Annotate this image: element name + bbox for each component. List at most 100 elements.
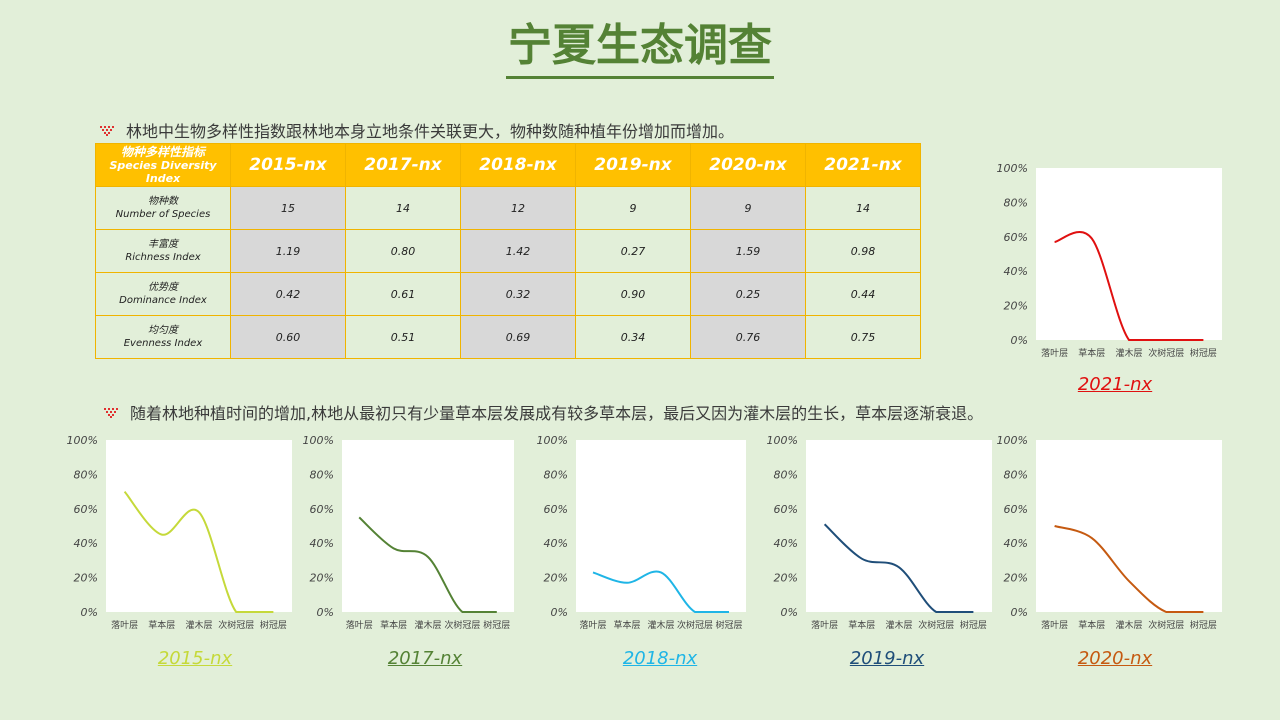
x-tick-label: 草本层 bbox=[1078, 347, 1105, 359]
table-cell: 15 bbox=[230, 186, 346, 230]
x-tick-label: 草本层 bbox=[1078, 619, 1105, 631]
row-header-en: Richness Index bbox=[125, 252, 201, 263]
table-cell: 0.34 bbox=[575, 315, 691, 359]
table-cell: 14 bbox=[805, 186, 921, 230]
x-tick-label: 灌木层 bbox=[647, 619, 674, 631]
x-tick-label: 灌木层 bbox=[185, 619, 212, 631]
layer-chart-2018-nx: 0% 20% 40% 60% 80% 100% 落叶层 草本层 灌木层 次树冠层 树冠层 bbox=[530, 432, 752, 642]
x-tick-label: 树冠层 bbox=[960, 619, 987, 631]
x-tick-label: 草本层 bbox=[380, 619, 407, 631]
column-header: 2015-nx bbox=[230, 143, 346, 187]
table-row: 均匀度 Evenness Index 0.60 0.51 0.69 0.34 0.76 0.7… bbox=[95, 315, 921, 359]
x-tick-label: 灌木层 bbox=[885, 619, 912, 631]
x-tick-label: 落叶层 bbox=[1041, 619, 1068, 631]
y-tick-label: 0% bbox=[81, 606, 98, 619]
x-tick-label: 草本层 bbox=[613, 619, 640, 631]
y-tick-label: 100% bbox=[537, 434, 568, 447]
y-tick-label: 0% bbox=[317, 606, 334, 619]
chart-svg: 0% 20% 40% 60% 80% 100% 落叶层 草本层 灌木层 次树冠层 树冠层 bbox=[303, 434, 514, 631]
layer-chart-2017-nx: 0% 20% 40% 60% 80% 100% 落叶层 草本层 灌木层 次树冠层 树冠层 bbox=[296, 432, 520, 642]
table-cell: 0.76 bbox=[690, 315, 806, 359]
x-tick-label: 次树冠层 bbox=[1148, 347, 1184, 359]
chart-svg: 0% 20% 40% 60% 80% 100% 落叶层 草本层 灌木层 次树冠层 树冠层 bbox=[767, 434, 992, 631]
row-header-zh: 物种数 bbox=[148, 196, 178, 207]
table-cell: 0.27 bbox=[575, 229, 691, 273]
y-tick-label: 80% bbox=[74, 468, 98, 481]
y-tick-label: 60% bbox=[774, 503, 798, 516]
y-tick-label: 0% bbox=[781, 606, 798, 619]
plot-area bbox=[806, 440, 992, 612]
layer-chart-2019-nx: 0% 20% 40% 60% 80% 100% 落叶层 草本层 灌木层 次树冠层 树冠层 bbox=[760, 432, 998, 642]
table-cell: 0.80 bbox=[345, 229, 461, 273]
table-row: 优势度 Dominance Index 0.42 0.61 0.32 0.90 0.25 0.… bbox=[95, 272, 921, 316]
diversity-table: 物种多样性指标 Species Diversity Index 2015-nx … bbox=[95, 143, 921, 359]
x-tick-label: 树冠层 bbox=[1190, 619, 1217, 631]
x-tick-label: 灌木层 bbox=[414, 619, 441, 631]
table-cell: 14 bbox=[345, 186, 461, 230]
plot-area bbox=[1036, 168, 1222, 340]
plot-area bbox=[576, 440, 746, 612]
y-tick-label: 40% bbox=[1004, 537, 1028, 550]
table-cell: 9 bbox=[690, 186, 806, 230]
y-tick-label: 0% bbox=[1011, 606, 1028, 619]
y-tick-label: 20% bbox=[1004, 572, 1028, 585]
chart-title: 2015-nx bbox=[157, 648, 233, 669]
table-cell: 0.25 bbox=[690, 272, 806, 316]
column-header: 2019-nx bbox=[575, 143, 691, 187]
column-header: 2018-nx bbox=[460, 143, 576, 187]
series-line bbox=[823, 523, 974, 613]
x-tick-label: 次树冠层 bbox=[1148, 619, 1184, 631]
table-row: 丰富度 Richness Index 1.19 0.80 1.42 0.27 1.59 0.9… bbox=[95, 229, 921, 273]
chart-title: 2017-nx bbox=[387, 648, 463, 669]
x-tick-label: 落叶层 bbox=[811, 619, 838, 631]
table-cell: 0.60 bbox=[230, 315, 346, 359]
series-line bbox=[358, 516, 497, 613]
x-tick-label: 落叶层 bbox=[1041, 347, 1068, 359]
series-line bbox=[1054, 231, 1204, 341]
x-tick-label: 次树冠层 bbox=[444, 619, 480, 631]
y-tick-label: 0% bbox=[551, 606, 568, 619]
y-tick-label: 100% bbox=[997, 434, 1028, 447]
bullet-mark-icon bbox=[100, 125, 118, 136]
row-header-zh: 均匀度 bbox=[148, 325, 178, 336]
row-header: 均匀度 Evenness Index bbox=[95, 315, 231, 359]
table-cell: 0.44 bbox=[805, 272, 921, 316]
layer-chart-2020-nx: 0% 20% 40% 60% 80% 100% 落叶层 草本层 灌木层 次树冠层 树冠层 bbox=[990, 432, 1228, 642]
row-header-en: Dominance Index bbox=[119, 295, 207, 306]
row-header: 丰富度 Richness Index bbox=[95, 229, 231, 273]
plot-area bbox=[1036, 440, 1222, 612]
chart-svg: 0% 20% 40% 60% 80% 100% 落叶层 草本层 灌木层 次树冠层 树冠层 bbox=[997, 162, 1222, 359]
page-title: 宁夏生态调查 bbox=[0, 18, 1280, 79]
table-header-row: 物种多样性指标 Species Diversity Index 2015-nx … bbox=[95, 143, 921, 187]
plot-area bbox=[342, 440, 514, 612]
y-tick-label: 20% bbox=[1004, 300, 1028, 313]
x-tick-label: 草本层 bbox=[148, 619, 175, 631]
y-tick-label: 80% bbox=[544, 468, 568, 481]
table-corner-header: 物种多样性指标 Species Diversity Index bbox=[95, 143, 231, 187]
table-cell: 12 bbox=[460, 186, 576, 230]
y-tick-label: 60% bbox=[310, 503, 334, 516]
y-tick-label: 40% bbox=[774, 537, 798, 550]
row-header-en: Number of Species bbox=[115, 209, 211, 220]
page-title-text: 宁夏生态调查 bbox=[506, 18, 774, 79]
chart-title: 2021-nx bbox=[1077, 374, 1153, 395]
row-header-en: Evenness Index bbox=[123, 338, 203, 349]
table-cell: 0.61 bbox=[345, 272, 461, 316]
x-tick-label: 次树冠层 bbox=[918, 619, 954, 631]
y-tick-label: 40% bbox=[310, 537, 334, 550]
y-tick-label: 20% bbox=[544, 572, 568, 585]
row-header-zh: 优势度 bbox=[148, 282, 178, 293]
table-cell: 1.59 bbox=[690, 229, 806, 273]
x-tick-label: 灌木层 bbox=[1115, 347, 1142, 359]
series-line bbox=[592, 570, 729, 613]
row-header-zh: 丰富度 bbox=[148, 239, 178, 250]
table-cell: 0.75 bbox=[805, 315, 921, 359]
y-tick-label: 100% bbox=[67, 434, 98, 447]
x-tick-label: 草本层 bbox=[848, 619, 875, 631]
y-tick-label: 80% bbox=[310, 468, 334, 481]
y-tick-label: 0% bbox=[1011, 334, 1028, 347]
y-tick-label: 100% bbox=[997, 162, 1028, 175]
x-tick-label: 落叶层 bbox=[346, 619, 373, 631]
chart-svg: 0% 20% 40% 60% 80% 100% 落叶层 草本层 灌木层 次树冠层 树冠层 bbox=[67, 434, 292, 631]
table-cell: 1.19 bbox=[230, 229, 346, 273]
